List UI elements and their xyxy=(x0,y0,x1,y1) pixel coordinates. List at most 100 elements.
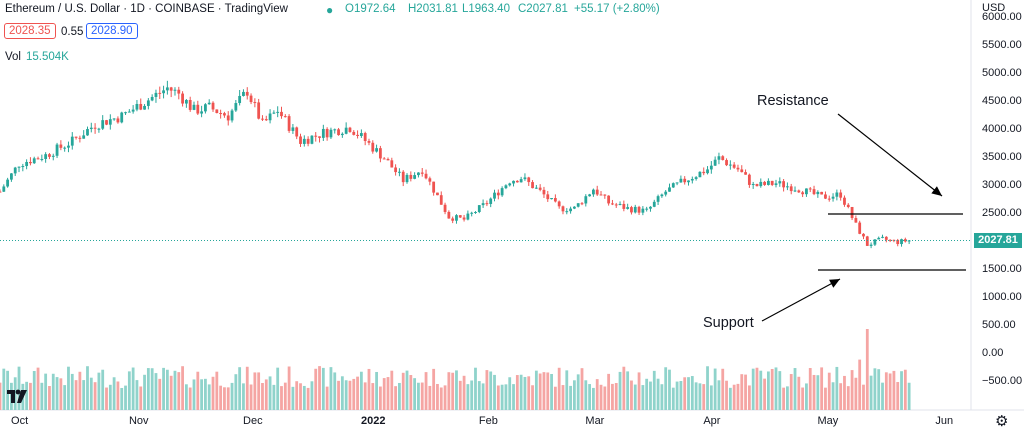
candle xyxy=(515,180,519,183)
candle xyxy=(523,177,527,180)
volume-bar xyxy=(367,368,371,410)
volume-bar xyxy=(348,380,352,410)
volume-bar xyxy=(219,385,223,410)
volume-bar xyxy=(534,370,538,410)
currency-label[interactable]: USD xyxy=(982,2,1006,14)
volume-bar xyxy=(184,384,188,410)
candle xyxy=(671,183,675,188)
y-tick-label: 0.00 xyxy=(982,347,1004,359)
candle xyxy=(508,183,512,186)
volume-bar xyxy=(664,367,668,410)
volume-bar xyxy=(409,375,413,410)
volume-bar xyxy=(637,372,641,410)
volume-bar xyxy=(352,378,356,410)
candle xyxy=(884,236,888,240)
volume-bar xyxy=(17,366,21,410)
candle xyxy=(744,172,747,175)
candle xyxy=(207,102,211,105)
candle xyxy=(124,112,127,114)
volume-bar xyxy=(884,372,888,410)
candle xyxy=(808,188,812,190)
volume-bar xyxy=(782,387,786,410)
volume-bar xyxy=(436,383,439,410)
volume-bar xyxy=(603,386,607,410)
volume-bar xyxy=(105,387,108,410)
candle xyxy=(321,128,325,138)
close-value: C2027.81 xyxy=(518,3,568,15)
candle xyxy=(888,239,892,241)
candle xyxy=(154,92,158,97)
candle xyxy=(485,203,489,205)
candle xyxy=(580,203,584,205)
y-tick-label: −500.00 xyxy=(982,375,1023,387)
candle xyxy=(238,95,242,104)
volume-bar xyxy=(668,369,671,410)
candle xyxy=(683,178,687,183)
volume-bar xyxy=(652,370,656,410)
candle xyxy=(359,133,363,136)
buy-button[interactable]: 2028.90 xyxy=(86,23,138,39)
candle xyxy=(200,111,204,114)
volume-bar xyxy=(325,386,329,410)
last-price-tag: 2027.81 xyxy=(974,233,1022,248)
volume-bar xyxy=(550,373,553,410)
candle xyxy=(378,148,382,159)
candle xyxy=(603,194,607,196)
y-tick-label: 500.00 xyxy=(982,319,1016,331)
candle xyxy=(455,215,458,221)
candle xyxy=(245,91,249,96)
candle xyxy=(782,181,786,188)
candle xyxy=(900,239,903,245)
candle xyxy=(512,180,515,184)
volume-bar xyxy=(44,373,48,410)
candle xyxy=(169,87,173,91)
sell-button[interactable]: 2028.35 xyxy=(4,23,56,39)
volume-bar xyxy=(569,385,572,410)
resistance-arrow xyxy=(837,113,943,197)
candle xyxy=(675,182,679,184)
volume-bar xyxy=(553,386,557,410)
candle xyxy=(770,180,774,185)
candle xyxy=(633,206,637,213)
volume-bar xyxy=(607,373,611,410)
volume-bar xyxy=(744,374,747,410)
candle xyxy=(854,218,858,223)
candle xyxy=(40,158,44,160)
volume-bar xyxy=(907,382,911,410)
candle xyxy=(63,147,67,149)
volume-bar xyxy=(683,377,687,410)
volume-bar xyxy=(736,383,740,410)
volume-bar xyxy=(204,378,207,410)
candle xyxy=(10,173,13,180)
candle xyxy=(481,203,485,206)
volume-bar xyxy=(645,378,649,410)
candle xyxy=(405,174,409,183)
candle xyxy=(668,187,671,192)
volume-bar xyxy=(755,367,759,410)
candle xyxy=(725,160,728,166)
candle xyxy=(44,154,48,159)
volume-bar xyxy=(900,371,903,410)
candle xyxy=(424,173,428,179)
settings-gear-icon[interactable]: ⚙ xyxy=(995,412,1009,430)
candle xyxy=(519,179,523,183)
candle xyxy=(462,217,466,220)
candle xyxy=(302,138,306,144)
volume-bar xyxy=(51,373,55,410)
low-value: L1963.40 xyxy=(462,3,510,15)
volume-bar xyxy=(264,379,268,410)
y-tick-label: 5500.00 xyxy=(982,39,1022,51)
open-value: O1972.64 xyxy=(345,3,396,15)
volume-bar xyxy=(363,382,367,410)
volume-bar xyxy=(196,371,200,410)
candle xyxy=(827,198,831,200)
candle xyxy=(709,165,713,170)
tradingview-logo-icon[interactable] xyxy=(6,387,28,405)
candle xyxy=(687,180,690,183)
candle xyxy=(394,167,398,173)
candle xyxy=(181,93,184,104)
volume-bar xyxy=(29,382,32,410)
candle xyxy=(314,135,318,137)
volume-bar xyxy=(329,367,333,410)
volume-bar xyxy=(595,379,599,410)
